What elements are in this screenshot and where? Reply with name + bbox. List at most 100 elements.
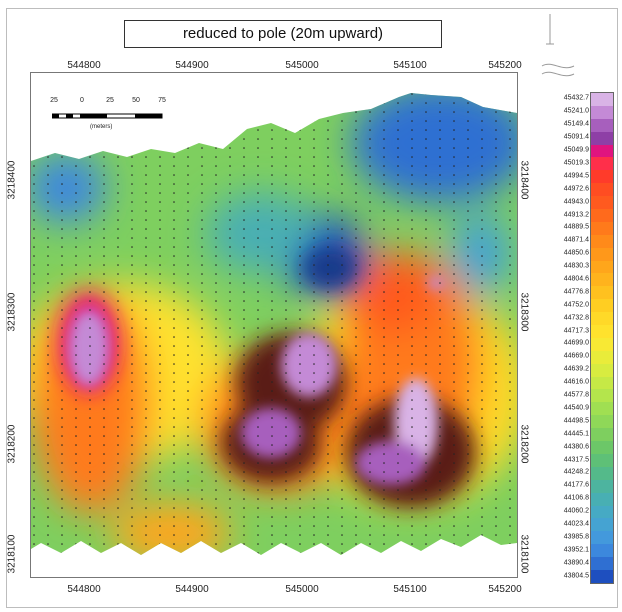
legend-value: 44804.6 [563, 275, 589, 283]
y-tick-left-3: 3218200 [6, 424, 18, 464]
legend-swatch [591, 105, 613, 119]
legend-value: 43985.8 [563, 533, 589, 541]
color-legend [590, 92, 614, 584]
x-tick-top-4: 545100 [393, 60, 427, 71]
legend-value: 44871.4 [563, 236, 589, 244]
x-tick-bottom-4: 545100 [393, 584, 427, 595]
legend-swatch [591, 93, 613, 106]
legend-value: 44752.0 [563, 301, 589, 309]
legend-swatch [591, 363, 613, 377]
legend-swatch [591, 286, 613, 300]
legend-swatch [591, 569, 613, 583]
legend-swatch [591, 350, 613, 364]
legend-value: 44540.9 [563, 404, 589, 412]
legend-swatch [591, 441, 613, 454]
legend-value: 44023.4 [563, 520, 589, 528]
legend-value: 44498.5 [563, 417, 589, 425]
legend-swatch [591, 247, 613, 261]
legend-swatch [591, 402, 613, 416]
legend-swatch [591, 312, 613, 326]
x-tick-bottom-2: 544900 [175, 584, 209, 595]
scale-label-2: 0 [80, 97, 84, 104]
x-tick-bottom-1: 544800 [67, 584, 101, 595]
legend-value: 44717.3 [563, 327, 589, 335]
y-tick-right-1: 3218400 [518, 160, 530, 200]
legend-value: 44317.5 [563, 456, 589, 463]
legend-swatch [591, 505, 613, 519]
corner-decoration [541, 14, 575, 77]
legend-swatch [591, 492, 613, 506]
legend-swatch [591, 518, 613, 532]
legend-value: 44616.0 [563, 378, 589, 386]
legend-swatch [591, 415, 613, 429]
x-tick-top-2: 544900 [175, 60, 209, 71]
scale-bar-graphic [52, 113, 163, 119]
legend-value: 45149.4 [563, 120, 589, 128]
legend-value: 44669.0 [563, 352, 589, 360]
x-tick-bottom-5: 545200 [488, 584, 522, 595]
legend-swatch [591, 273, 613, 287]
legend-value: 44380.6 [563, 443, 589, 451]
legend-swatch [591, 157, 613, 171]
legend-swatch [591, 466, 613, 480]
x-tick-top-5: 545200 [488, 60, 522, 71]
legend-swatch [591, 389, 613, 403]
legend-value: 44943.0 [563, 198, 589, 206]
legend-value: 44830.3 [563, 262, 589, 270]
anomaly-map [30, 72, 518, 578]
y-tick-left-1: 3218400 [6, 160, 18, 200]
legend-swatch [591, 221, 613, 235]
legend-value: 45049.9 [563, 146, 589, 154]
legend-value: 43804.5 [563, 572, 589, 580]
legend-value: 44248.2 [563, 468, 589, 476]
y-tick-left-2: 3218300 [6, 292, 18, 332]
legend-swatch [591, 131, 613, 145]
legend-swatch [591, 299, 613, 313]
legend-value: 44177.6 [563, 481, 589, 489]
legend-value: 44060.2 [563, 507, 589, 515]
x-tick-top-1: 544800 [67, 60, 101, 71]
legend-value: 44445.1 [563, 430, 589, 438]
legend-value: 45091.4 [563, 133, 589, 141]
scale-unit: (meters) [90, 124, 113, 130]
y-tick-left-4: 3218100 [6, 534, 18, 574]
legend-swatch [591, 144, 613, 158]
scale-label-1: 25 [50, 97, 58, 104]
legend-value: 45019.3 [563, 159, 589, 167]
scale-label-3: 25 [106, 97, 114, 104]
legend-swatch [591, 337, 613, 351]
legend-value: 44972.6 [563, 185, 589, 193]
legend-swatch [591, 531, 613, 545]
map-title: reduced to pole (20m upward) [124, 20, 442, 48]
legend-swatch [591, 557, 613, 570]
scale-label-4: 50 [132, 97, 140, 104]
legend-value: 44776.8 [563, 288, 589, 296]
legend-value: 45241.0 [563, 107, 589, 115]
legend-value: 44913.2 [563, 211, 589, 218]
legend-swatch [591, 544, 613, 558]
legend-value: 44699.0 [563, 339, 589, 347]
y-tick-right-4: 3218100 [518, 534, 530, 574]
legend-swatch [591, 376, 613, 390]
legend-value: 43952.1 [563, 546, 589, 554]
legend-value: 44577.8 [563, 391, 589, 399]
y-tick-right-2: 3218300 [518, 292, 530, 332]
x-tick-top-3: 545000 [285, 60, 319, 71]
legend-swatch [591, 260, 613, 274]
legend-swatch [591, 428, 613, 442]
color-legend-labels: 45432.7 45241.0 45149.4 45091.4 45049.9 45019… [553, 92, 589, 582]
legend-swatch [591, 170, 613, 184]
legend-swatch [591, 453, 613, 467]
y-tick-right-3: 3218200 [518, 424, 530, 464]
legend-swatch [591, 196, 613, 210]
legend-value: 45432.7 [563, 94, 589, 102]
legend-value: 44994.5 [563, 172, 589, 180]
legend-value: 44732.8 [563, 314, 589, 322]
legend-value: 44639.2 [563, 365, 589, 373]
legend-swatch [591, 209, 613, 222]
x-tick-bottom-3: 545000 [285, 584, 319, 595]
legend-swatch [591, 118, 613, 132]
legend-swatch [591, 183, 613, 197]
legend-value: 43890.4 [563, 559, 589, 567]
legend-swatch [591, 325, 613, 338]
